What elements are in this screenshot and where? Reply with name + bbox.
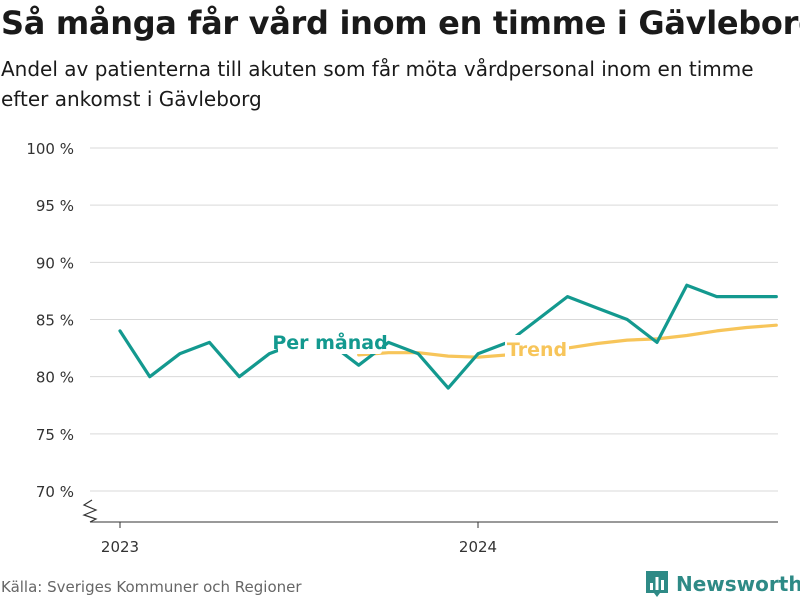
brand-logo[interactable]: Newsworthy [644,568,800,600]
chart-title: Så många får vård inom en timme i Gävleb… [1,4,800,42]
series-label-trend: Trend [507,339,567,361]
monthly-point[interactable] [684,283,689,288]
y-tick-label: 80 % [36,369,74,387]
series-labels: Per månad Trend [272,328,569,361]
series-lines [118,283,779,391]
monthly-point[interactable] [207,340,212,345]
series-label-monthly-bg [278,328,382,354]
axis-break-mark [82,499,98,523]
trend-point[interactable] [774,323,779,328]
monthly-point[interactable] [416,351,421,356]
monthly-point[interactable] [625,317,630,322]
monthly-point[interactable] [774,294,779,299]
series-label-monthly: Per månad [272,330,387,354]
chart-subtitle: Andel av patienterna till akuten som får… [1,57,754,111]
monthly-point[interactable] [476,351,481,356]
monthly-point[interactable] [118,328,123,333]
series-label-trend-bg [505,335,569,361]
x-tick-label: 2023 [101,538,139,556]
y-tick-label: 95 % [36,197,74,215]
monthly-point[interactable] [714,294,719,299]
monthly-point[interactable] [655,340,660,345]
source-note: Källa: Sveriges Kommuner och Regioner [1,578,302,596]
trend-point[interactable] [744,325,749,330]
trend-point[interactable] [446,354,451,359]
series-line-monthly [118,283,778,390]
monthly-point[interactable] [177,351,182,356]
trend-point[interactable] [714,328,719,333]
monthly-point[interactable] [446,386,451,391]
bar-chart-logo-icon [646,571,668,597]
monthly-point[interactable] [535,317,540,322]
monthly-point[interactable] [565,294,570,299]
y-tick-label: 70 % [36,483,74,501]
y-tick-label: 85 % [36,312,74,330]
monthly-point[interactable] [237,374,242,379]
trend-point[interactable] [684,333,689,338]
x-tick-label: 2024 [459,538,497,556]
y-gridlines [90,147,778,492]
brand-name: Newsworthy [676,572,800,596]
trend-point[interactable] [625,338,630,343]
monthly-point[interactable] [744,294,749,299]
axes: 70 % 75 % 80 % 85 % 90 % 95 % 100 % 2023 2024 [26,140,778,556]
trend-point[interactable] [595,341,600,346]
y-tick-label: 75 % [36,426,74,444]
monthly-point[interactable] [356,363,361,368]
monthly-point[interactable] [267,351,272,356]
monthly-point[interactable] [595,306,600,311]
y-tick-label: 90 % [36,254,74,272]
y-tick-label: 100 % [26,140,74,158]
monthly-point[interactable] [147,374,152,379]
